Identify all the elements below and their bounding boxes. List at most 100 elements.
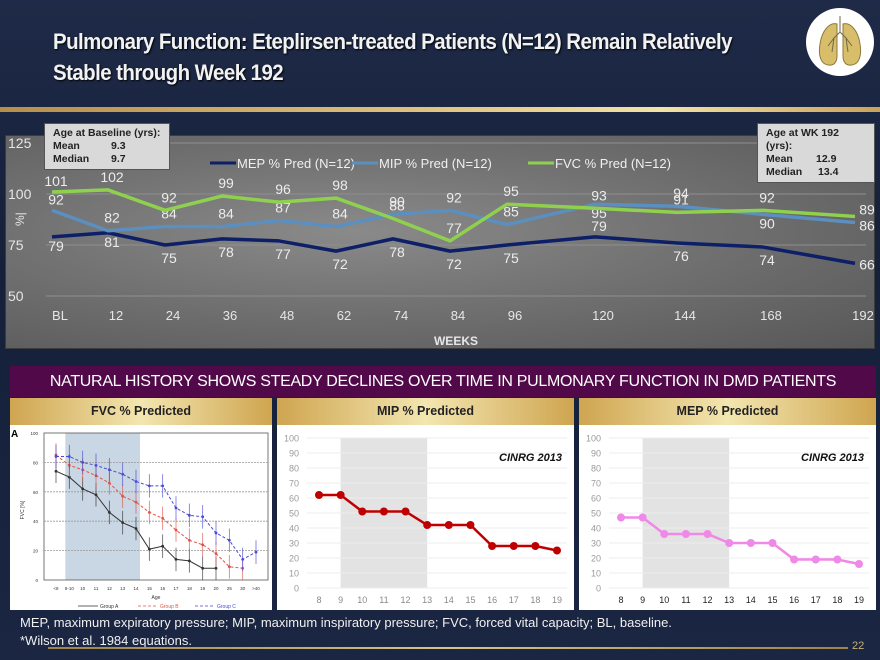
legend-label: MEP % Pred (N=12) [237,156,355,171]
data-point [617,513,625,522]
data-point [254,550,258,554]
y-tick-label: 0 [35,578,38,583]
x-tick-label: 25 [227,586,233,591]
data-point [161,484,165,488]
data-point [161,516,165,520]
y-tick-label: 20 [289,554,299,564]
y-tick-label: 0 [294,584,299,594]
data-label: 93 [591,187,607,203]
y-tick-label: 90 [289,449,299,459]
data-point [174,528,178,532]
lungs-icon [806,8,874,76]
data-label: 96 [275,181,291,197]
data-point [121,521,125,525]
x-tick-label: 168 [760,308,782,323]
data-point [423,521,432,529]
wk192-mean-label: Mean [766,153,793,165]
series-line-mip [51,202,856,233]
data-point [54,455,58,458]
fvc-natural-history-panel: A 0 20 40 60 80 100 FVC [%] <8 8-10 10 11 12 13 14 15 16… [10,425,272,610]
y-tick-label: 20 [33,549,39,554]
y-axis-label: FVC [%] [20,500,26,519]
data-label: 84 [218,206,234,222]
y-tick-label: 125 [8,136,32,151]
data-point [833,555,842,564]
baseline-age-box: Age at Baseline (yrs): Mean 9.3 Median 9.7 [44,123,170,170]
data-point [315,491,323,499]
x-tick-label: 16 [789,595,799,605]
mip-chart-svg: 0 10 20 30 40 50 60 70 80 90 100 8 9 10 11 12 13 14 15 16 17… [284,434,567,605]
x-tick-label: 48 [280,308,294,323]
shaded-age-range [65,433,140,580]
data-point [161,544,165,548]
mep-natural-history-panel: 0 10 20 30 40 50 60 70 80 90 100 8 9 10 11 12 13 14 15 16 17… [579,425,876,610]
data-point [401,507,410,516]
data-point [174,506,178,510]
data-label: 86 [859,218,875,234]
data-point [121,494,125,498]
legend-label: FVC % Pred (N=12) [555,156,671,171]
x-tick-label: 19 [854,595,864,605]
data-point [227,565,231,569]
data-point [174,558,178,561]
data-label: 90 [389,193,405,209]
legend-label: Group C [217,604,236,610]
data-point [134,480,138,483]
x-axis-label: Age [152,595,161,601]
x-tick-label: 8 [618,595,623,605]
data-label: 92 [48,191,64,207]
y-tick-label: 100 [30,431,38,436]
x-tick-label: 17 [173,586,179,591]
data-point [134,527,138,530]
data-point [187,538,191,542]
legend-label: Group B [160,604,179,610]
x-tick-label: 16 [487,595,497,605]
data-point [94,493,98,497]
data-label: 79 [48,238,64,254]
baseline-median-value: 9.7 [111,153,126,165]
data-point [336,491,345,499]
data-label: 98 [332,177,348,193]
mep-chart-svg: 0 10 20 30 40 50 60 70 80 90 100 8 9 10 11 12 13 14 15 16 17… [586,434,869,605]
x-tick-label: 24 [166,308,180,323]
y-tick-label: 100 [8,186,32,202]
wk192-age-box: Age at WK 192 (yrs): Mean 12.9 Median 13.4 [757,123,875,183]
data-point [358,507,367,516]
data-label: 99 [218,175,234,191]
data-point [94,463,98,467]
data-label: 77 [446,220,462,236]
data-point [227,538,231,542]
y-tick-label: 30 [289,539,299,549]
data-point [147,484,151,488]
x-tick-label: 12 [703,595,713,605]
x-tick-label: 11 [681,595,690,605]
x-tick-label: 17 [811,595,821,605]
mip-panel-header: MIP % Predicted [277,398,574,425]
y-tick-label: 0 [596,584,601,594]
data-label: 92 [446,189,462,205]
data-point [201,566,205,570]
x-tick-label: 15 [147,586,153,591]
series-line-mep [51,231,856,266]
natural-history-banner: NATURAL HISTORY SHOWS STEADY DECLINES OV… [10,366,876,397]
data-point [81,487,85,491]
panel-letter: A [11,429,18,440]
data-point [187,559,191,563]
fvc-chart-svg: A 0 20 40 60 80 100 FVC [%] <8 8-10 10 11 12 13 14 15 16… [11,429,269,610]
data-label: 90 [759,215,775,231]
y-tick-label: 10 [591,569,601,579]
y-tick-label: 70 [289,479,299,489]
x-tick-label: 13 [422,595,432,605]
data-label: 91 [673,191,689,207]
data-point [214,552,218,555]
data-label: 77 [275,246,291,262]
x-tick-label: <8 [53,586,59,591]
wk192-median-label: Median [766,166,803,178]
data-label: 102 [100,169,124,185]
data-label: 88 [389,197,405,213]
x-tick-label: 9 [338,595,343,605]
x-tick-label: 15 [767,595,777,605]
data-point [855,560,863,568]
top-chart-svg: 50 75 100 125 %| BL 12 24 36 48 62 74 84 96 120 144 168 1… [8,136,875,348]
slide-title: Pulmonary Function: Eteplirsen-treated P… [53,29,733,85]
